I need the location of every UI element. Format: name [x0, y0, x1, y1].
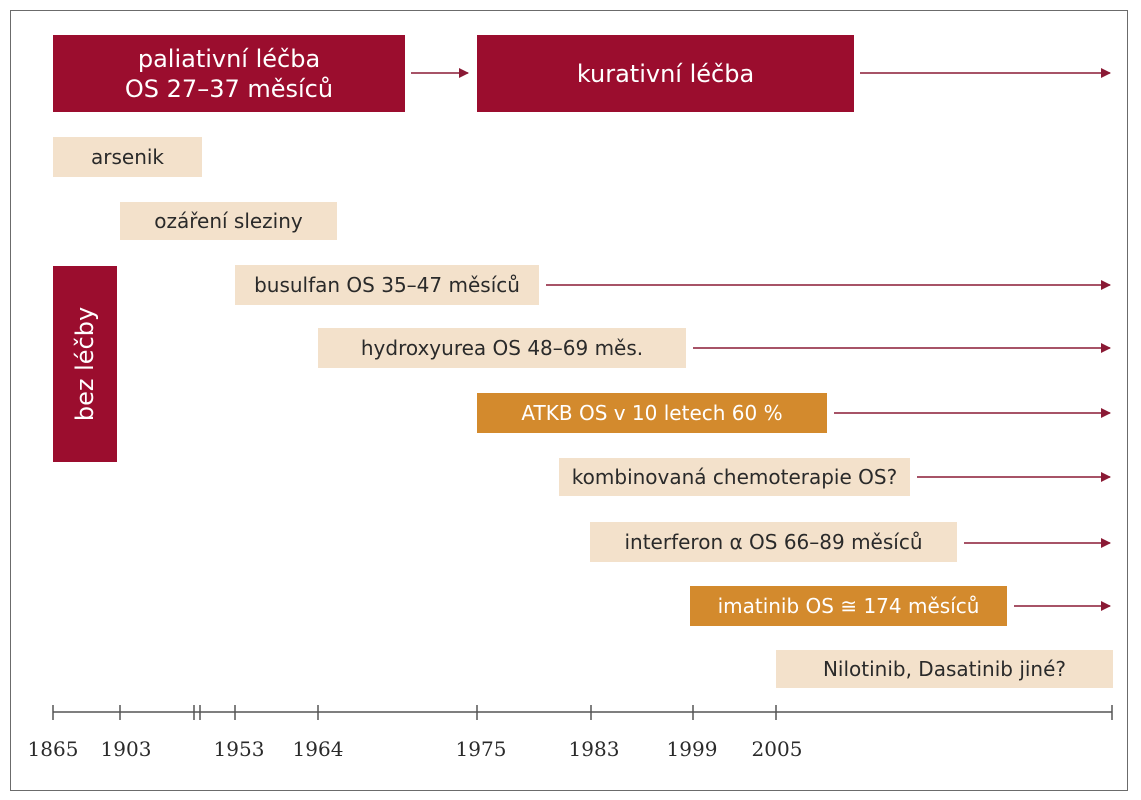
treatment-box-imatinib: imatinib OS ≅ 174 měsíců — [690, 586, 1007, 626]
treatment-label: ozáření sleziny — [154, 209, 303, 233]
treatment-box-interferon: interferon α OS 66–89 měsíců — [590, 522, 957, 562]
tick-label-1999: 1999 — [666, 737, 718, 761]
palliative-treatment-box: paliativní léčba OS 27–37 měsíců — [53, 35, 405, 112]
treatment-box-arsenik: arsenik — [53, 137, 202, 177]
tick-label-1975: 1975 — [455, 737, 507, 761]
treatment-label: arsenik — [90, 145, 165, 169]
tick-label-1903: 1903 — [100, 737, 152, 761]
no-treatment-box: bez léčby — [53, 266, 117, 462]
treatment-box-hydroxyurea: hydroxyurea OS 48–69 měs. — [318, 328, 686, 368]
treatment-label: kombinovaná chemoterapie OS? — [571, 465, 898, 489]
treatment-label: ATKB OS v 10 letech 60 % — [521, 401, 783, 425]
treatment-label: interferon α OS 66–89 měsíců — [624, 530, 923, 554]
treatment-box-atkb: ATKB OS v 10 letech 60 % — [477, 393, 827, 433]
palliative-label: paliativní léčba — [137, 44, 321, 73]
treatment-label: Nilotinib, Dasatinib jiné? — [822, 657, 1067, 681]
tick-label-1865: 1865 — [27, 737, 79, 761]
palliative-os-label: OS 27–37 měsíců — [124, 74, 334, 103]
curative-treatment-box: kurativní léčba — [477, 35, 854, 112]
tick-label-1983: 1983 — [568, 737, 620, 761]
treatment-box-nilotinib-dasatinib: Nilotinib, Dasatinib jiné? — [776, 650, 1113, 688]
figure-frame — [10, 10, 1128, 791]
tick-label-1964: 1964 — [292, 737, 344, 761]
timeline-ticks — [52, 705, 1113, 720]
tick-label-2005: 2005 — [751, 737, 803, 761]
curative-label: kurativní léčba — [576, 59, 755, 88]
treatment-label: imatinib OS ≅ 174 měsíců — [717, 594, 980, 618]
treatment-label: hydroxyurea OS 48–69 měs. — [360, 336, 644, 360]
treatment-label: busulfan OS 35–47 měsíců — [254, 273, 520, 297]
treatment-box-busulfan: busulfan OS 35–47 měsíců — [235, 265, 539, 305]
treatment-box-combined-chemotherapy: kombinovaná chemoterapie OS? — [559, 458, 910, 496]
treatment-box-spleen-irradiation: ozáření sleziny — [120, 202, 337, 240]
tick-label-1953: 1953 — [213, 737, 265, 761]
